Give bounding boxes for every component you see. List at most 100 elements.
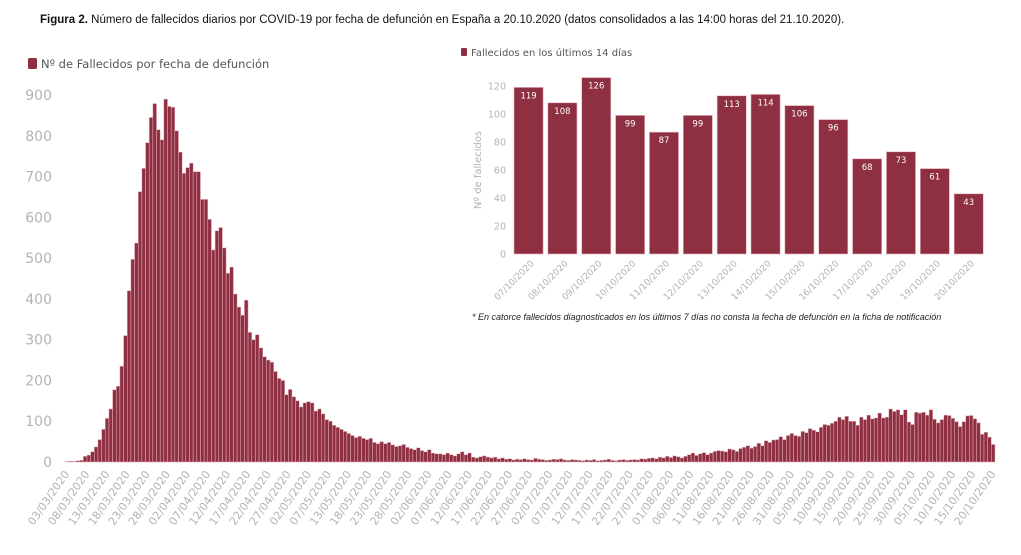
main-bar (375, 443, 381, 463)
main-bar (310, 402, 315, 463)
main-bar (661, 457, 666, 463)
main-x-axis: 03/03/202008/03/202013/03/202018/03/2020… (25, 468, 998, 527)
main-bar (826, 425, 831, 463)
main-bar (438, 453, 443, 463)
main-bar (745, 445, 750, 463)
main-bar (368, 438, 373, 463)
main-bar (101, 429, 106, 463)
inset-bar (750, 94, 781, 255)
main-bar (324, 419, 329, 463)
main-bar (277, 378, 282, 463)
main-bar (859, 416, 864, 463)
main-bar (694, 455, 699, 463)
main-bar (591, 459, 597, 463)
main-y-tick-label: 500 (25, 251, 52, 267)
main-bar (321, 413, 326, 463)
main-bar (760, 445, 765, 463)
inset-data-label: 119 (520, 91, 536, 101)
main-bar (932, 418, 937, 463)
main-bar (602, 459, 608, 463)
main-bar (914, 412, 919, 463)
main-bar (584, 459, 589, 463)
inset-bar (581, 77, 612, 255)
main-bar (654, 458, 659, 463)
main-bar (903, 409, 908, 463)
main-bar (862, 419, 868, 463)
main-bar (540, 459, 545, 463)
main-bar (181, 173, 187, 463)
main-bar (837, 416, 842, 463)
main-bar (657, 456, 663, 463)
main-bar (108, 408, 113, 463)
main-bar (75, 460, 80, 463)
main-bar (64, 461, 69, 463)
main-y-tick-label: 900 (25, 88, 52, 104)
main-bar (269, 361, 274, 463)
main-bar (797, 436, 802, 463)
main-bar (449, 454, 454, 463)
main-bar (529, 459, 534, 463)
main-bar (474, 457, 479, 463)
main-bar (537, 458, 542, 463)
main-bar (884, 416, 890, 463)
main-bar (163, 98, 168, 463)
main-bar (771, 439, 776, 463)
main-bar (980, 434, 985, 463)
inset-data-label: 96 (828, 124, 839, 134)
main-bar (386, 442, 392, 463)
main-bar (628, 459, 633, 463)
inset-bar (513, 87, 544, 255)
main-bar (196, 171, 201, 463)
figure-label: Figura 2. (40, 14, 88, 26)
main-bar (555, 459, 560, 463)
main-bar (577, 460, 582, 463)
main-y-tick-label: 400 (25, 292, 52, 308)
inset-data-label: 43 (963, 198, 974, 208)
main-bar (789, 433, 794, 463)
main-y-tick-label: 0 (43, 455, 52, 471)
main-bar (295, 400, 300, 463)
main-bar (573, 459, 578, 463)
main-bar (643, 458, 648, 463)
main-bar (892, 411, 897, 463)
inset-y-tick-label: 60 (494, 166, 506, 177)
inset-data-label: 106 (791, 110, 807, 120)
inset-data-label: 99 (625, 119, 636, 129)
main-bar (299, 406, 304, 463)
main-bar (493, 456, 498, 463)
main-bar (86, 454, 91, 463)
main-bar (218, 227, 223, 463)
main-bar (207, 219, 212, 463)
main-bar (68, 460, 73, 463)
main-bar (482, 455, 487, 463)
main-bar (203, 199, 209, 463)
main-bar (354, 437, 359, 463)
main-bar (471, 456, 476, 463)
main-y-tick-label: 300 (25, 333, 52, 349)
main-bar (679, 457, 685, 463)
main-bar (793, 435, 798, 463)
inset-bar (818, 119, 849, 255)
main-bar (335, 427, 340, 463)
main-bar (79, 460, 84, 463)
main-bar (339, 429, 344, 463)
main-bar (544, 460, 549, 463)
main-bar (851, 420, 857, 463)
figure-caption: Figura 2. Número de fallecidos diarios p… (40, 14, 844, 26)
main-bar (148, 117, 154, 463)
main-bar (518, 459, 523, 463)
main-bar (434, 453, 439, 463)
main-bar (548, 459, 553, 463)
main-bar (965, 415, 970, 463)
main-bar (423, 451, 428, 463)
main-bar (632, 459, 637, 463)
main-bar (397, 445, 403, 463)
main-bar (390, 444, 395, 463)
inset-legend-swatch (461, 48, 467, 56)
main-bar (624, 460, 630, 463)
main-bar (815, 431, 820, 463)
main-bar (639, 458, 644, 463)
main-bar (357, 436, 362, 463)
inset-14-day-chart: Fallecidos en los últimos 14 días Nº de … (461, 47, 984, 303)
inset-data-label: 99 (692, 119, 703, 129)
